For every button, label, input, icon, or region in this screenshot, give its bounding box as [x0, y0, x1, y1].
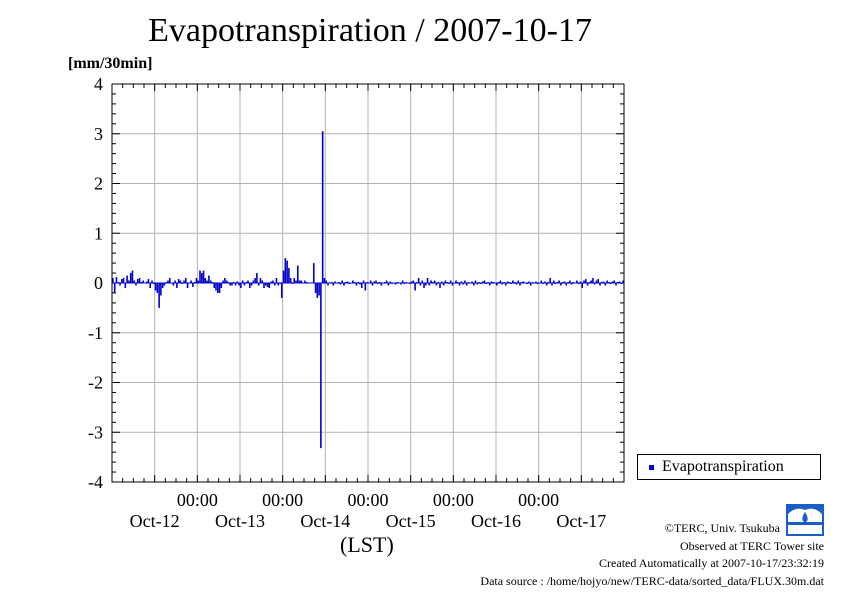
legend-swatch [649, 464, 654, 470]
y-tick-label: 3 [94, 124, 103, 144]
credit-observed: Observed at TERC Tower site [679, 538, 824, 553]
plot-frame [111, 83, 625, 483]
x-tick-time-label: 00:00 [347, 490, 388, 510]
legend-label: Evapotranspiration [662, 458, 784, 475]
x-tick-date-label: Oct-17 [556, 511, 606, 531]
legend: Evapotranspiration [637, 454, 821, 480]
x-tick-time-label: 00:00 [177, 490, 218, 510]
y-tick-label: 4 [94, 74, 103, 94]
chart-title: Evapotranspiration / 2007-10-17 [148, 12, 592, 49]
terc-logo-icon [786, 504, 824, 536]
x-tick-date-label: Oct-16 [471, 511, 521, 531]
y-tick-label: -4 [88, 472, 103, 492]
y-tick-label: -2 [88, 373, 103, 393]
x-tick-time-label: 00:00 [518, 490, 559, 510]
credit-created: Created Automatically at 2007-10-17/23:3… [599, 556, 824, 570]
credits: ©TERC, Univ. Tsukuba Observed at TERC To… [480, 520, 824, 590]
y-unit-label: [mm/30min] [68, 55, 153, 72]
y-tick-label: -1 [88, 323, 103, 343]
x-tick-date-label: Oct-12 [130, 511, 180, 531]
credit-source: Data source : /home/hojyo/new/TERC-data/… [480, 573, 824, 588]
x-tick-date-label: Oct-15 [386, 511, 436, 531]
y-tick-label: 2 [94, 174, 103, 194]
x-tick-time-label: 00:00 [433, 490, 474, 510]
y-tick-label: 1 [94, 223, 103, 243]
x-tick-date-label: Oct-13 [215, 511, 265, 531]
x-tick-time-label: 00:00 [262, 490, 303, 510]
y-tick-label: 0 [94, 273, 103, 293]
x-tick-date-label: Oct-14 [300, 511, 350, 531]
y-tick-label: -3 [88, 422, 103, 442]
x-axis-label: (LST) [340, 532, 394, 557]
credit-copyright: ©TERC, Univ. Tsukuba [664, 521, 780, 535]
